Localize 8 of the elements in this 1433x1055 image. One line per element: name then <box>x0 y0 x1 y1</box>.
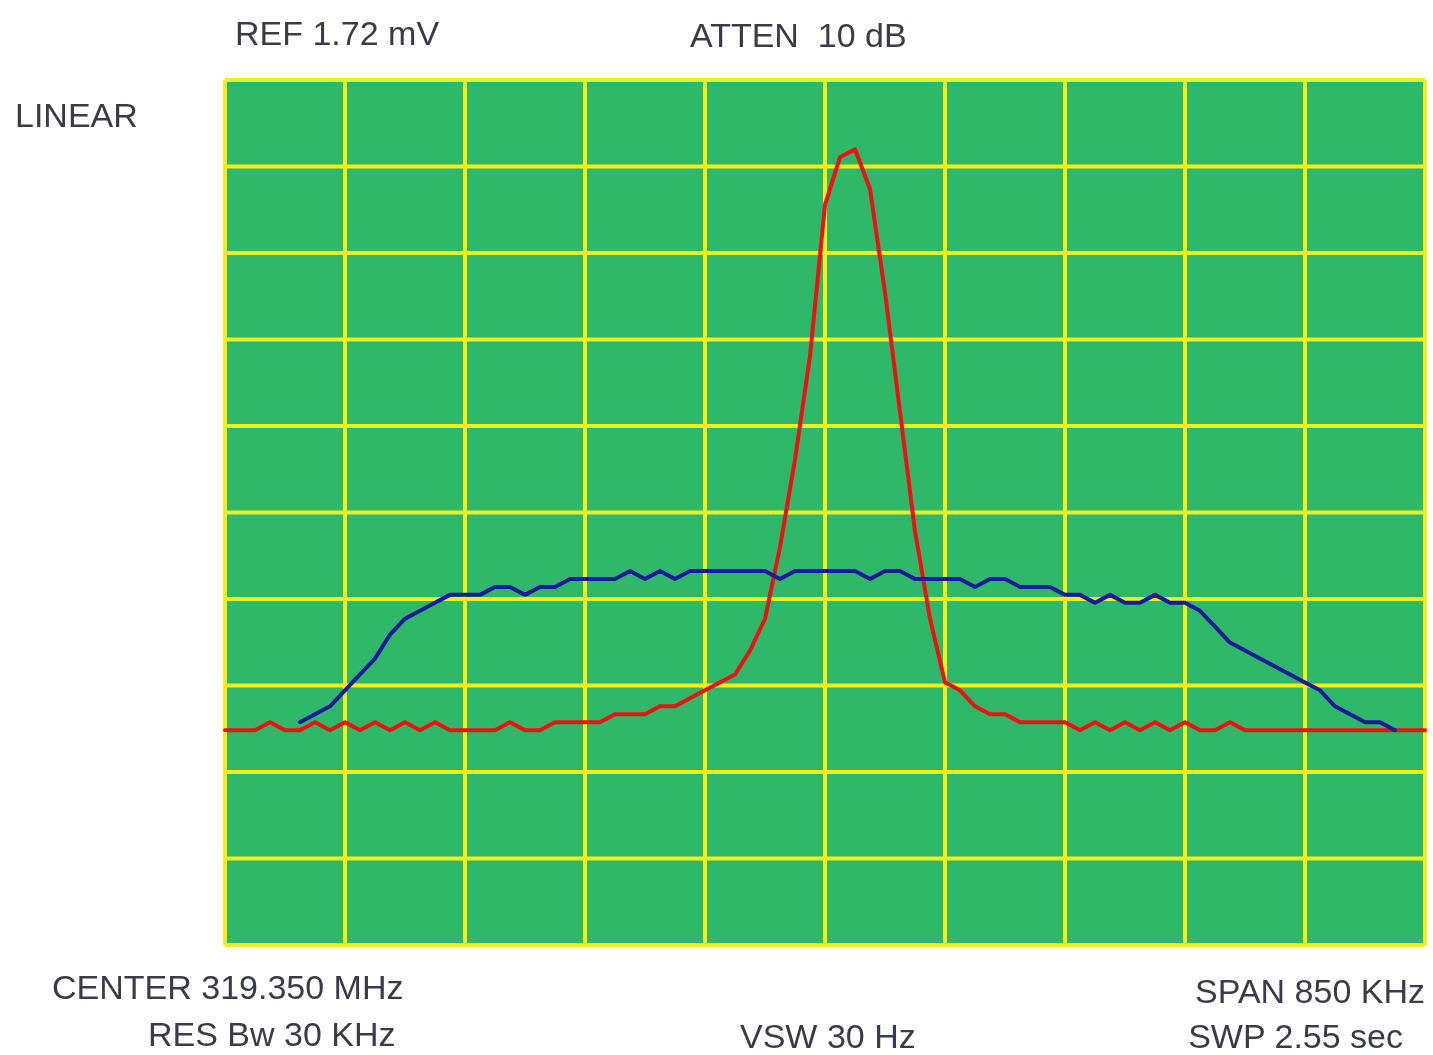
text: REF 1.72 mV <box>235 14 440 53</box>
text: RES Bw 30 KHz <box>148 1015 396 1054</box>
text: ATTEN 10 dB <box>690 16 907 55</box>
text: SWP 2.55 sec <box>1188 1017 1403 1055</box>
text: SPAN 850 KHz <box>1195 972 1425 1011</box>
text: VSW 30 Hz <box>740 1017 916 1055</box>
text: LINEAR <box>15 96 138 135</box>
text: CENTER 319.350 MHz <box>52 968 404 1007</box>
